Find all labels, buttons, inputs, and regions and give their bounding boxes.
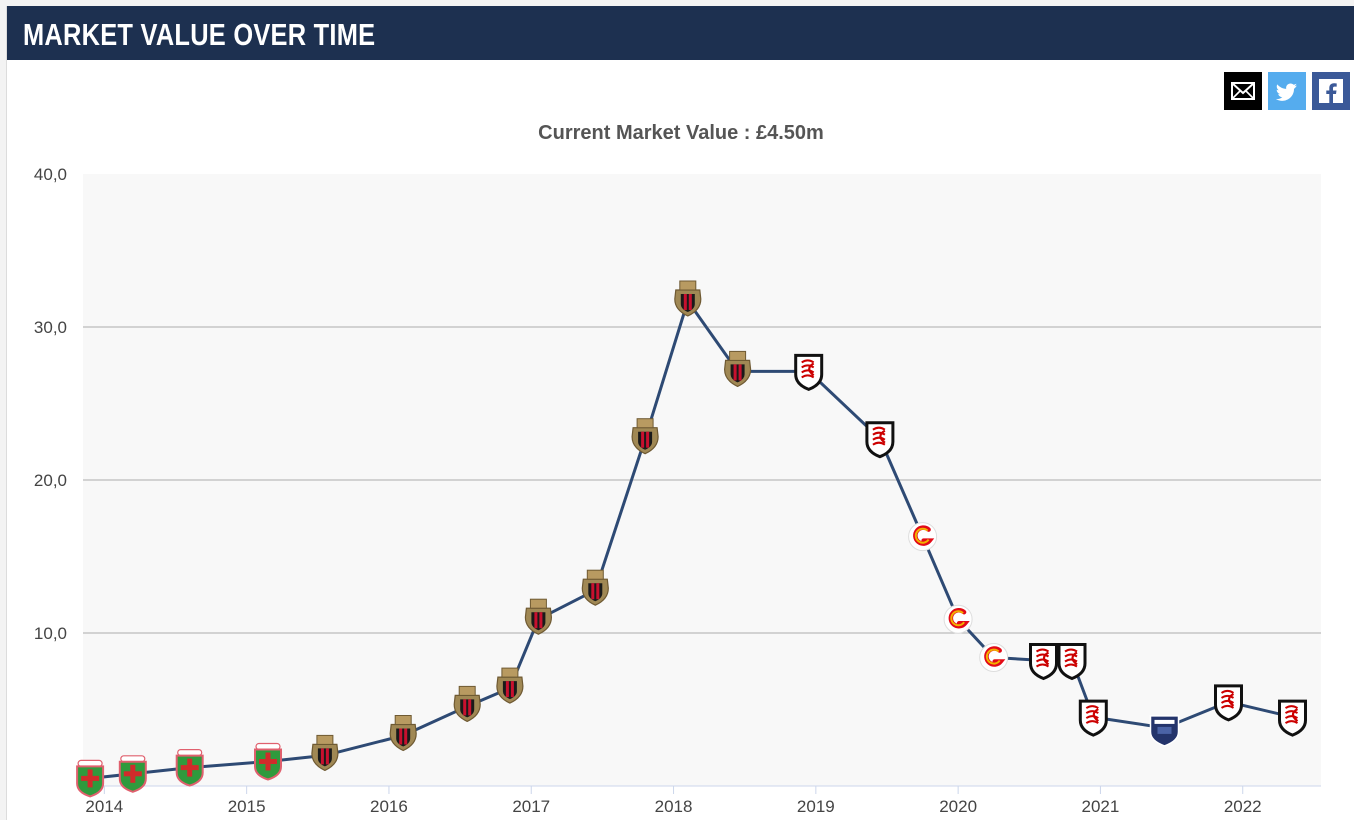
club-crest-marker-nice [524,598,553,635]
club-crest-marker-green-club [76,759,105,798]
twitter-bird-icon [1275,83,1297,101]
x-tick-label: 2019 [797,797,835,816]
club-crest-marker-green-club [254,742,282,781]
panel-title: MARKET VALUE OVER TIME [23,17,376,52]
x-tick-label: 2016 [370,797,408,816]
club-crest-marker-nice [496,667,524,704]
club-crest-marker-nice [631,418,659,455]
club-crest-marker-nice [453,685,481,723]
club-crest-marker-galatasaray [979,643,1009,672]
y-tick-label: 30,0 [34,318,67,337]
club-crest-marker-fulham [1214,684,1243,722]
club-crest-marker-green-club [175,748,204,787]
x-tick-label: 2020 [939,797,977,816]
x-tick-label: 2017 [512,797,550,816]
club-crest-marker-fulham [794,353,824,392]
x-tick-label: 2021 [1082,797,1120,816]
club-crest-marker-nice [581,569,609,606]
x-tick-label: 2015 [228,797,266,816]
y-tick-label: 20,0 [34,471,67,490]
club-crest-marker-fulham [1078,699,1108,737]
y-tick-label: 10,0 [34,624,67,643]
club-crest-marker-fulham [1029,643,1058,681]
club-crest-marker-nice [723,350,752,388]
x-tick-label: 2022 [1224,797,1262,816]
market-value-panel: MARKET VALUE OVER TIME Current Market Va… [6,6,1354,820]
x-tick-label: 2014 [85,797,123,816]
club-crest-marker-nice [674,280,702,317]
envelope-icon [1231,82,1255,100]
x-tick-label: 2018 [655,797,693,816]
facebook-f-icon [1319,79,1343,103]
club-crest-marker-galatasaray [943,604,973,634]
club-crest-marker-green-club [118,755,147,793]
share-facebook-button[interactable] [1312,72,1350,110]
share-email-button[interactable] [1224,72,1262,110]
panel-header: MARKET VALUE OVER TIME [7,6,1354,60]
y-tick-label: 40,0 [34,165,67,184]
club-crest-marker-fulham [1278,699,1307,737]
club-crest-marker-nice [311,734,339,772]
club-crest-marker-nice [389,715,417,752]
share-twitter-button[interactable] [1268,72,1306,110]
club-crest-marker-fulham [865,421,895,459]
club-crest-marker-fulham [1057,643,1087,681]
chart-title: Current Market Value : £4.50m [538,122,824,144]
club-crest-marker-galatasaray [908,522,938,552]
club-crest-marker-blue-club [1149,715,1180,747]
